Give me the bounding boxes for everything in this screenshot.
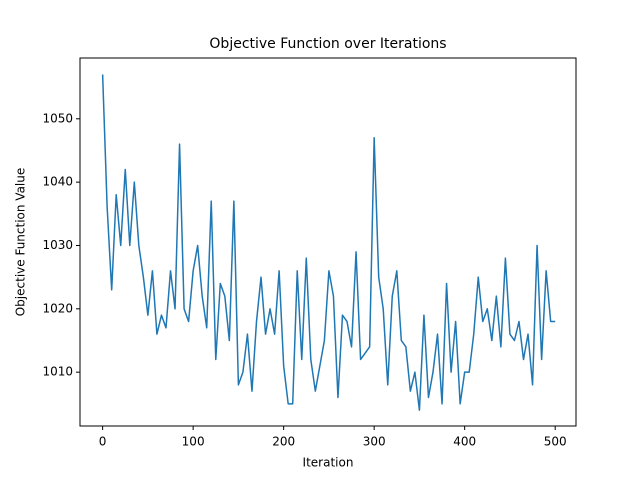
y-axis-label: Objective Function Value [14,168,28,317]
line-series [101,74,556,411]
x-tick-label: 300 [363,435,386,449]
y-tick-label: 1020 [42,301,73,315]
y-tick-label: 1030 [42,238,73,252]
y-tick-label: 1040 [42,175,73,189]
x-tick-label: 400 [453,435,476,449]
x-tick-label: 500 [544,435,567,449]
x-axis-label: Iteration [303,456,354,470]
x-tick-label: 100 [182,435,205,449]
y-tick-label: 1010 [42,365,73,379]
plot-frame [79,57,577,427]
x-tick-label: 200 [272,435,295,449]
chart-title: Objective Function over Iterations [209,36,446,52]
x-tick-label: 0 [99,435,107,449]
y-tick-label: 1050 [42,111,73,125]
